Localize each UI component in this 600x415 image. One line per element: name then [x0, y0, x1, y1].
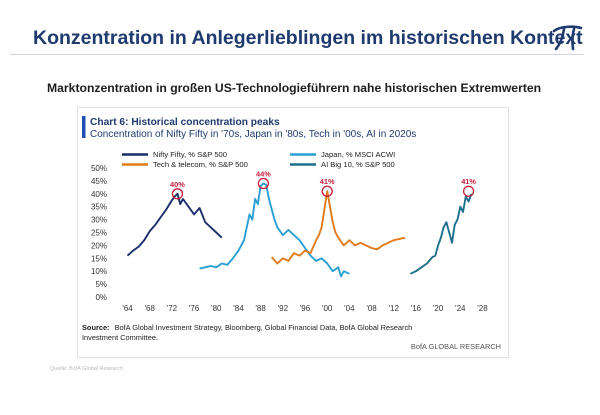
chart-accent-bar	[82, 116, 86, 138]
peak-label: 41%	[320, 177, 335, 186]
legend: Nifty Fifty, % S&P 500 Japan, % MSCI ACWI…	[122, 150, 395, 169]
x-tick-label: '24	[455, 304, 466, 313]
logo-icon: TT	[552, 25, 583, 51]
y-tick-label: 35%	[91, 203, 107, 212]
x-tick-label: '16	[411, 304, 422, 313]
y-tick-label: 30%	[91, 216, 107, 225]
x-tick-label: '20	[433, 304, 444, 313]
x-tick-label: '80	[211, 304, 222, 313]
x-tick-label: '04	[344, 304, 355, 313]
y-tick-label: 5%	[95, 280, 107, 289]
y-tick-label: 20%	[91, 241, 107, 250]
peak-circle	[462, 185, 475, 197]
peak-circle	[171, 188, 184, 200]
x-tick-label: '72	[167, 304, 178, 313]
chart-frame: Chart 6: Historical concentration peaks …	[77, 107, 509, 358]
x-tick-label: '12	[389, 304, 400, 313]
chart-title: Concentration of Nifty Fifty in '70s, Ja…	[90, 129, 416, 140]
y-tick-label: 50%	[91, 164, 107, 173]
chart-label: Chart 6: Historical concentration peaks	[90, 117, 280, 128]
y-tick-label: 15%	[91, 254, 107, 263]
series-line	[199, 182, 350, 278]
x-tick-label: '68	[145, 304, 156, 313]
chart-subtitle: Marktonzentration in großen US-Technolog…	[47, 81, 542, 95]
peak-markers: 40% 44% 41% 41%	[170, 169, 476, 200]
brand-label: BofA GLOBAL RESEARCH	[411, 342, 501, 351]
page-title: Konzentration in Anlegerlieblingen im hi…	[33, 27, 583, 49]
source-text-2: Investment Committee.	[82, 333, 158, 342]
y-tick-label: 45%	[91, 177, 107, 186]
peak-label: 41%	[461, 177, 476, 186]
series-line	[270, 190, 406, 265]
x-tick-label: '08	[366, 304, 377, 313]
y-axis: 0% 5% 10% 15% 20% 25% 30% 35% 40% 45% 50%	[91, 164, 107, 302]
x-tick-label: '96	[300, 304, 311, 313]
series-line	[409, 193, 473, 275]
series-layer	[126, 182, 473, 278]
x-tick-label: '92	[278, 304, 289, 313]
source-label: Source:	[82, 323, 110, 332]
x-tick-label: '84	[233, 304, 244, 313]
line-chart: Chart 6: Historical concentration peaks …	[82, 116, 501, 351]
header-divider	[10, 54, 584, 55]
x-tick-label: '76	[189, 304, 200, 313]
peak-label: 40%	[170, 180, 185, 189]
x-axis: '64 '68 '72 '76 '80 '84 '88 '92 '96 '00 '04 '08 '12 '…	[122, 304, 488, 313]
y-tick-label: 0%	[95, 293, 107, 302]
source-note: Quelle: BofA Global Research	[50, 366, 124, 372]
y-tick-label: 25%	[91, 229, 107, 238]
source-text: BofA Global Investment Strategy, Bloombe…	[115, 323, 413, 332]
svg-text:Source: BofA Global Inve: Source: BofA Global Investment Strategy,…	[82, 323, 412, 332]
legend-entry: Nifty Fifty, % S&P 500	[153, 150, 227, 159]
series-line	[126, 192, 223, 257]
peak-label: 44%	[256, 169, 271, 178]
peak-circle	[321, 185, 333, 197]
legend-entry: Tech & telecom, % S&P 500	[153, 160, 248, 169]
x-tick-label: '00	[322, 304, 333, 313]
x-tick-label: '64	[122, 304, 133, 313]
legend-entry: Japan, % MSCI ACWI	[321, 150, 395, 159]
x-tick-label: '88	[255, 304, 266, 313]
peak-circle	[257, 177, 270, 190]
legend-entry: AI Big 10, % S&P 500	[321, 160, 395, 169]
x-tick-label: '28	[477, 304, 488, 313]
y-tick-label: 10%	[91, 267, 107, 276]
y-tick-label: 40%	[91, 190, 107, 199]
